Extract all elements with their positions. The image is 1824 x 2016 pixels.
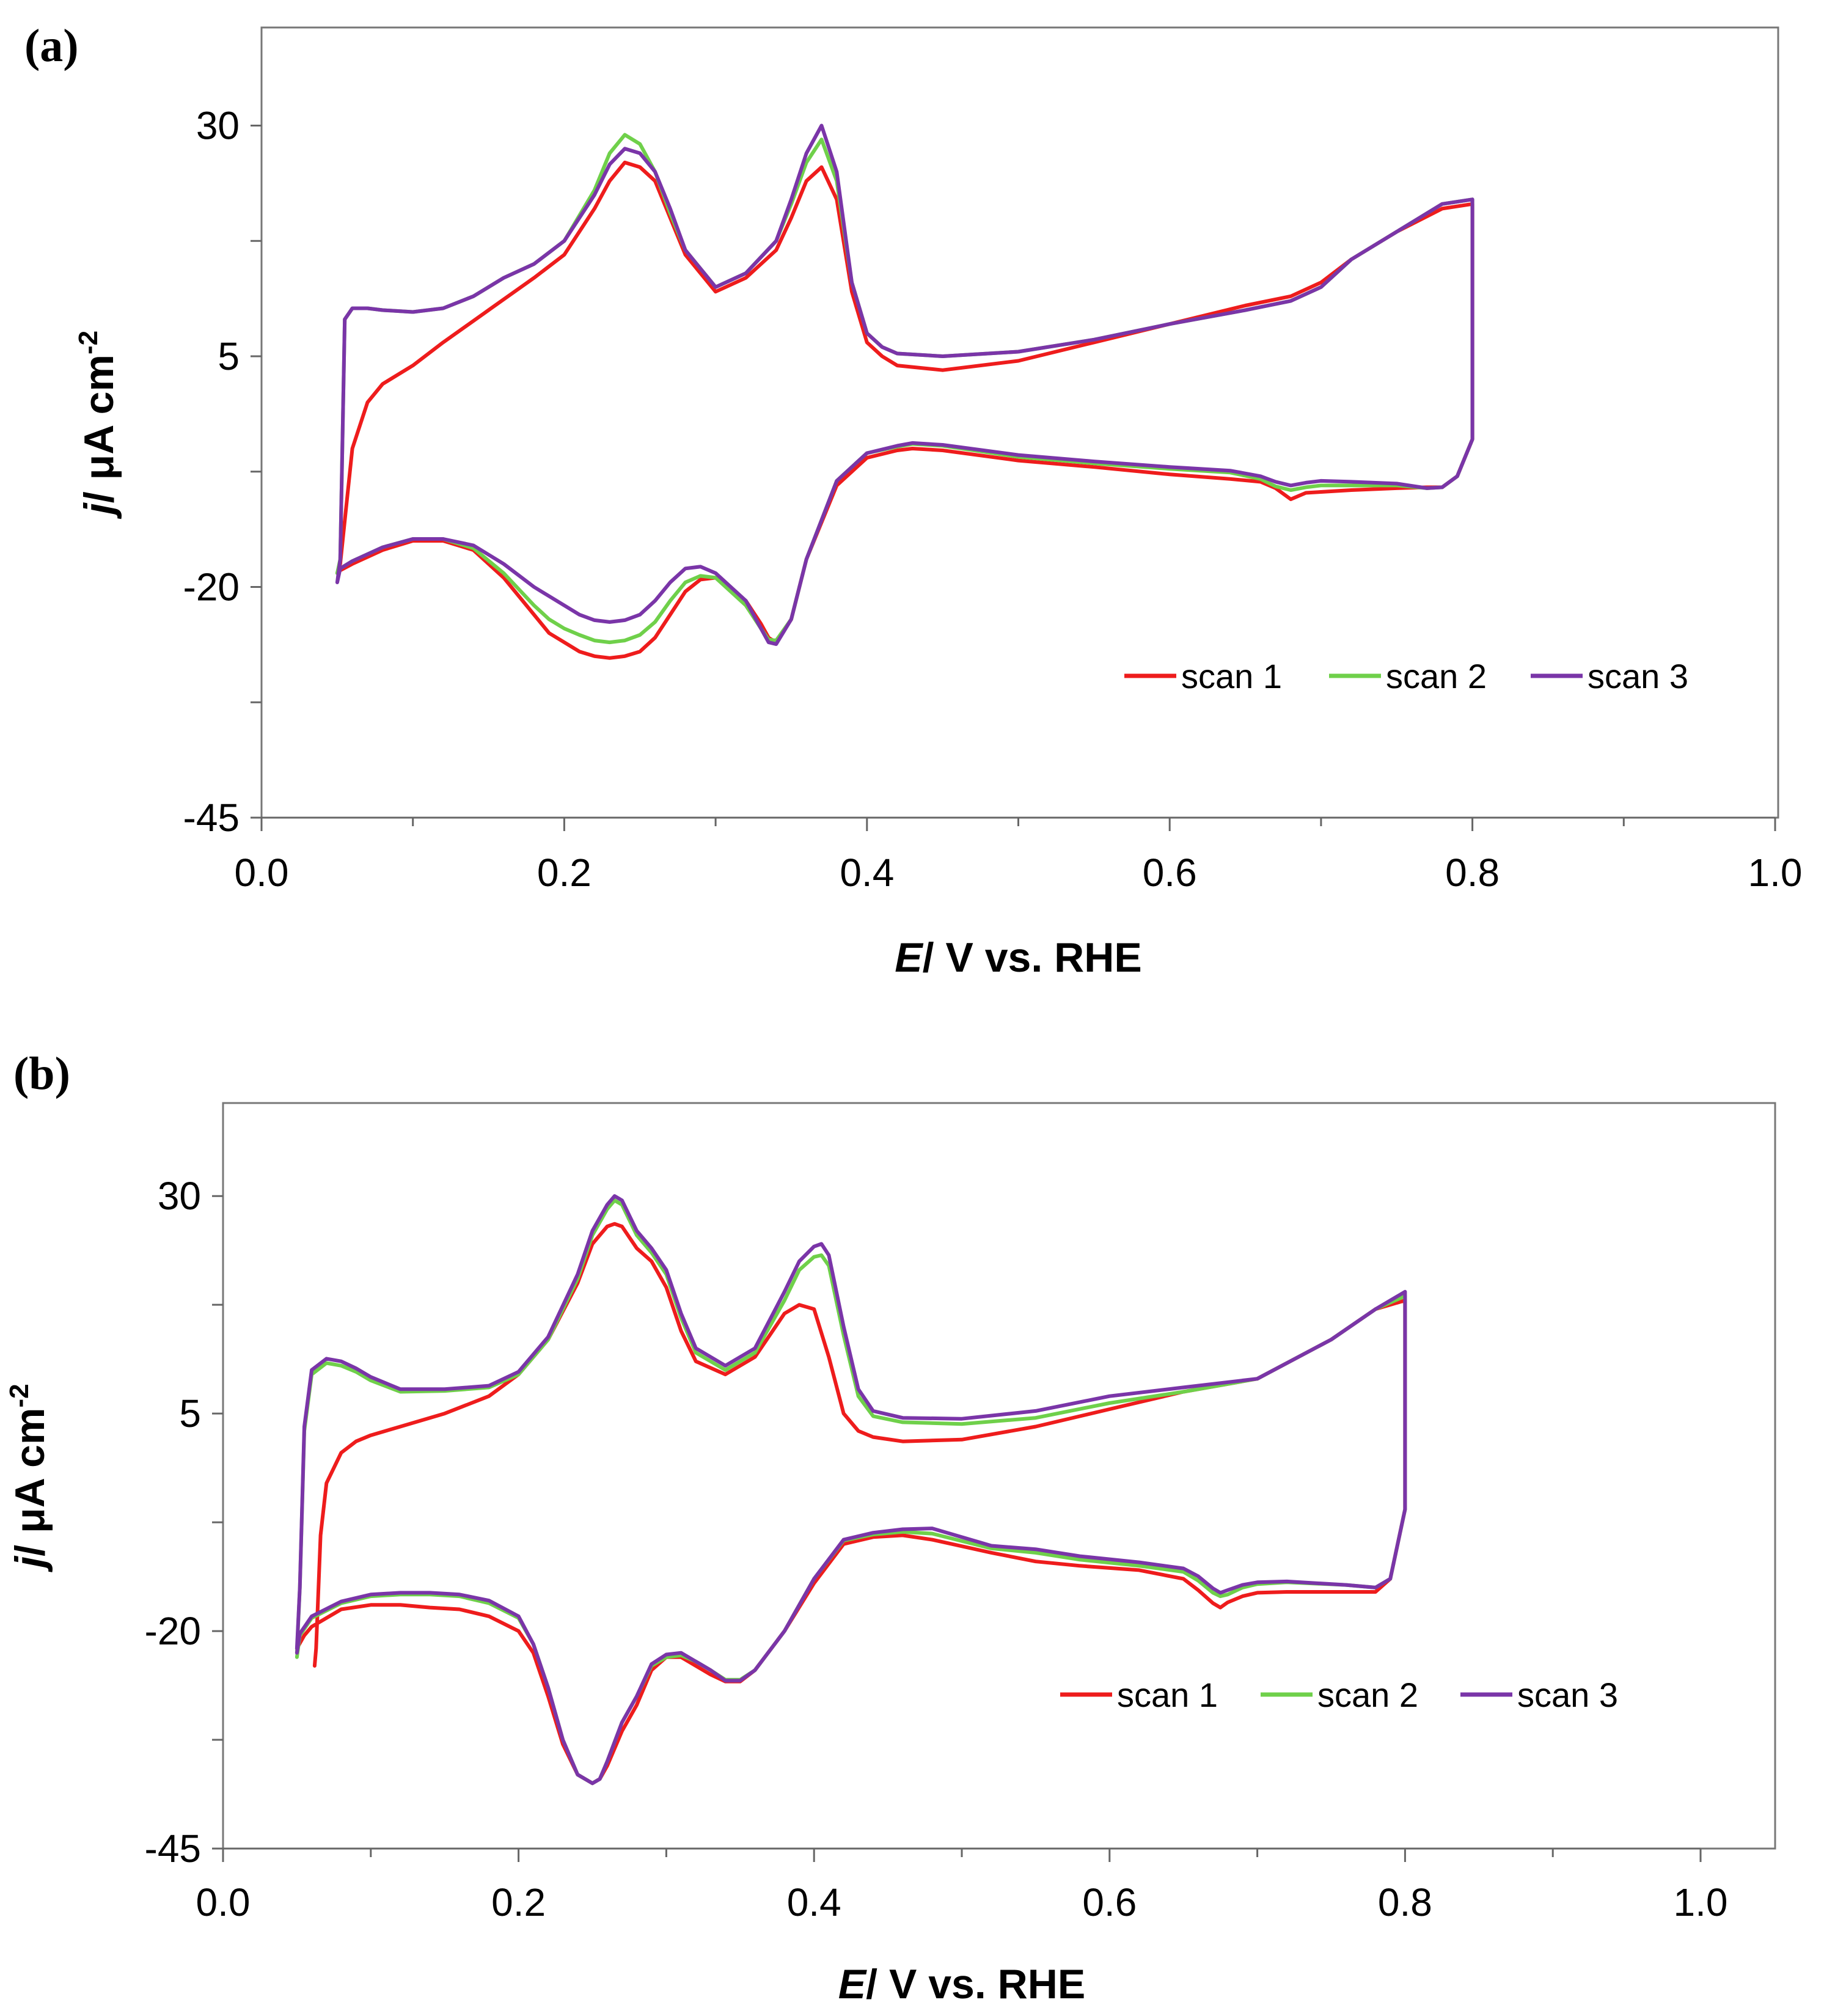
y-axis-title-superscript: -2: [73, 331, 103, 354]
series-line-scan-1: [295, 1222, 1407, 1786]
y-axis-title-symbol: j: [7, 1555, 53, 1573]
y-axis-title: j/ μA cm-2: [73, 331, 122, 519]
legend-label-scan-2: scan 2: [1317, 1676, 1418, 1714]
legend: scan 1 scan 2 scan 3: [1060, 1676, 1618, 1714]
x-tick-label: 0.8: [1445, 851, 1500, 895]
chart-panel-a: (a) 0.0 0.2 0.4 0.6 0.8 1.0 30 5 -20 -45 E/ V vs. …: [24, 20, 1802, 981]
x-tick-label: 0.2: [491, 1880, 546, 1924]
x-axis-title: E/ V vs. RHE: [895, 934, 1141, 981]
y-tick-label: -45: [145, 1827, 202, 1871]
y-tick-label: 5: [218, 334, 240, 378]
y-axis-title: j/ μA cm-2: [4, 1384, 53, 1572]
plot-frame: [222, 1102, 1776, 1850]
y-tick-label: -45: [183, 796, 240, 840]
x-axis-title-text: / V vs. RHE: [923, 934, 1142, 981]
x-tick-label: 0.4: [787, 1880, 841, 1924]
y-axis-title-text: / μA cm: [76, 354, 122, 503]
series-line-scan-1: [335, 160, 1474, 660]
legend: scan 1 scan 2 scan 3: [1124, 657, 1688, 695]
plot-frame: [260, 26, 1779, 819]
x-axis-title-text: / V vs. RHE: [866, 1961, 1085, 2007]
legend-label-scan-1: scan 1: [1181, 657, 1282, 695]
legend-label-scan-1: scan 1: [1117, 1676, 1218, 1714]
panel-label: (a): [24, 20, 79, 71]
x-axis-title: E/ V vs. RHE: [838, 1961, 1085, 2007]
x-tick-label: 0.4: [840, 851, 894, 895]
panel-label: (b): [13, 1048, 70, 1099]
x-tick-label: 0.0: [235, 851, 289, 895]
x-tick-label: 0.2: [537, 851, 592, 895]
x-axis-title-symbol: E: [838, 1961, 868, 2007]
x-tick-label: 0.6: [1082, 1880, 1137, 1924]
y-axis-title-superscript: -2: [4, 1384, 34, 1407]
y-tick-label: -20: [183, 565, 240, 609]
series-line-scan-2: [295, 1198, 1407, 1786]
y-axis-title-symbol: j: [76, 502, 122, 519]
y-tick-label: 30: [158, 1174, 201, 1218]
y-tick-label: -20: [145, 1609, 202, 1653]
series-line-scan-3: [335, 123, 1474, 647]
legend-label-scan-3: scan 3: [1517, 1676, 1618, 1714]
legend-label-scan-3: scan 3: [1588, 657, 1688, 695]
x-tick-label: 0.0: [196, 1880, 251, 1924]
series-line-scan-3: [295, 1194, 1407, 1786]
legend-label-scan-2: scan 2: [1386, 657, 1487, 695]
y-axis-title-text: / μA cm: [7, 1408, 53, 1556]
x-tick-label: 1.0: [1674, 1880, 1728, 1924]
y-tick-label: 30: [196, 104, 240, 148]
y-tick-label: 5: [179, 1391, 201, 1435]
x-tick-label: 0.6: [1143, 851, 1197, 895]
x-axis-title-symbol: E: [895, 934, 924, 981]
x-tick-label: 1.0: [1748, 851, 1803, 895]
chart-panel-b: (b) 0.0 0.2 0.4 0.6 0.8 1.0 30 5 -20 -45 E/ V vs. …: [4, 1048, 1776, 2007]
x-tick-label: 0.8: [1378, 1880, 1432, 1924]
